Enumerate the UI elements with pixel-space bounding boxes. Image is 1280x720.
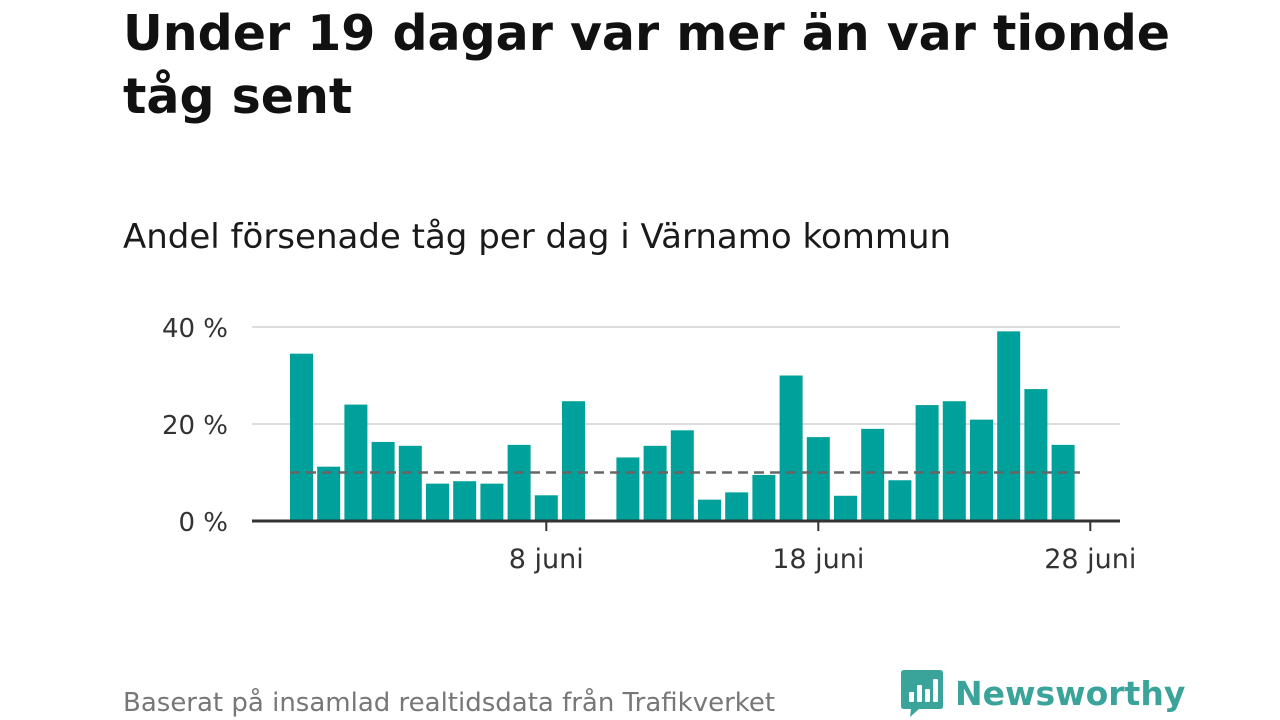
bar bbox=[480, 483, 504, 521]
x-tick-label: 8 juni bbox=[509, 544, 584, 575]
bar bbox=[861, 428, 885, 521]
bar bbox=[915, 405, 939, 521]
chart-subtitle: Andel försenade tåg per dag i Värnamo ko… bbox=[123, 217, 952, 257]
bar bbox=[997, 331, 1021, 521]
source-note: Baserat på insamlad realtidsdata från Tr… bbox=[123, 688, 776, 718]
bar bbox=[806, 437, 830, 521]
bar bbox=[834, 495, 857, 521]
bar bbox=[317, 466, 341, 521]
bar bbox=[1024, 389, 1048, 521]
chart-title: Under 19 dagar var mer än var tionde tåg… bbox=[123, 5, 1171, 125]
axes: 0 % 20 % 40 % 8 juni 18 juni 28 juni bbox=[162, 314, 1136, 575]
bar bbox=[888, 480, 912, 521]
bar bbox=[507, 444, 531, 521]
bar bbox=[1051, 444, 1075, 521]
brand-name: Newsworthy bbox=[955, 674, 1186, 713]
bar bbox=[670, 430, 694, 521]
bar bbox=[453, 481, 477, 521]
bar bbox=[616, 457, 640, 521]
bar bbox=[942, 401, 966, 521]
y-tick-label: 0 % bbox=[178, 508, 228, 538]
bar bbox=[698, 499, 721, 521]
bar bbox=[779, 375, 803, 521]
bar bbox=[398, 445, 422, 521]
bar bbox=[371, 441, 395, 521]
x-tick-label: 28 juni bbox=[1044, 544, 1136, 575]
bar bbox=[970, 419, 993, 521]
x-tick-label: 18 juni bbox=[772, 544, 864, 575]
bar bbox=[562, 401, 585, 521]
brand-logo: Newsworthy bbox=[901, 670, 1185, 718]
bar-chart: 0 % 20 % 40 % 8 juni 18 juni 28 juni bbox=[162, 314, 1136, 575]
grid-lines bbox=[252, 326, 1120, 425]
bar-chart-speech-bubble-icon bbox=[901, 670, 943, 717]
bar bbox=[534, 495, 558, 521]
bar bbox=[752, 474, 776, 521]
bar bbox=[426, 483, 449, 521]
bar bbox=[643, 445, 667, 521]
bars bbox=[290, 331, 1075, 521]
y-tick-label: 20 % bbox=[162, 411, 228, 441]
y-tick-label: 40 % bbox=[162, 314, 228, 344]
bar bbox=[344, 404, 368, 521]
bar bbox=[290, 353, 313, 521]
bar bbox=[725, 492, 749, 521]
